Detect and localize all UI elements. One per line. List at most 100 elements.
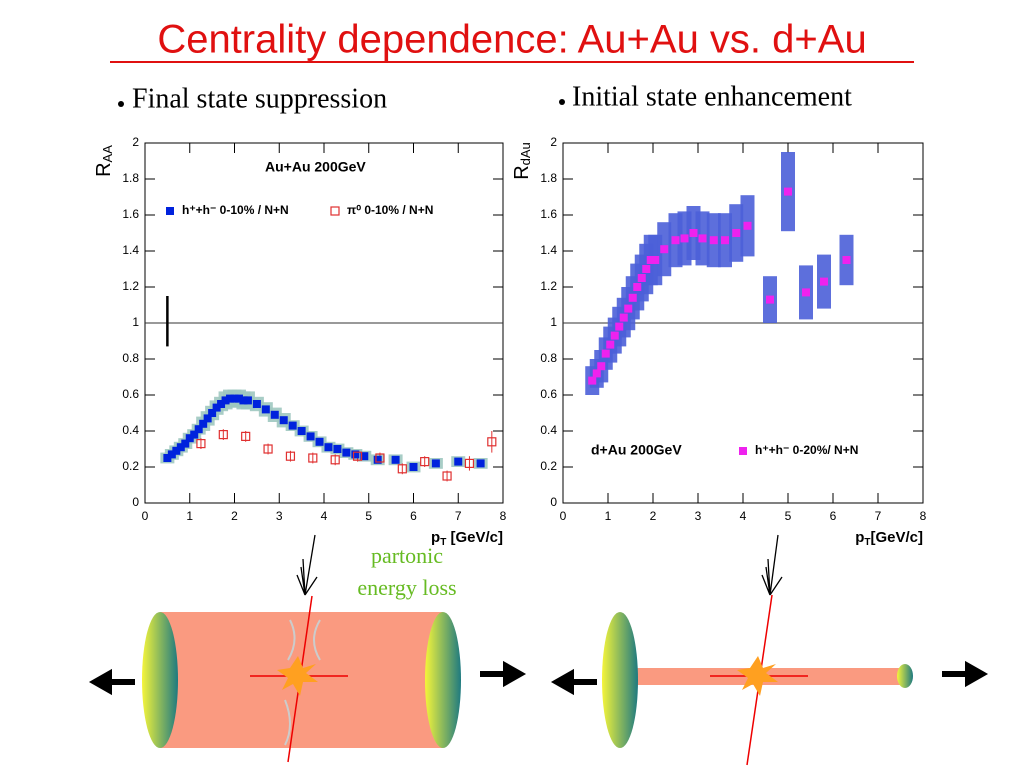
data-point <box>218 430 228 440</box>
data-point <box>698 234 707 243</box>
data-point <box>597 362 606 371</box>
annotation: energy loss <box>357 575 456 600</box>
data-point <box>261 405 270 414</box>
y-tick-label: 1.2 <box>122 279 139 293</box>
bullet <box>559 99 565 105</box>
data-point <box>766 295 774 304</box>
y-tick-label: 0 <box>550 495 557 509</box>
x-tick-label: 5 <box>785 509 792 523</box>
data-point <box>252 400 261 408</box>
data-point <box>181 439 190 448</box>
label-part: p <box>855 529 864 546</box>
data-point <box>203 414 212 423</box>
auau-diagram <box>88 534 527 763</box>
data-point <box>241 431 251 441</box>
data-point <box>196 439 206 449</box>
data-point <box>743 221 752 230</box>
data-point <box>306 432 315 441</box>
annotation: partonic <box>371 543 443 568</box>
data-point <box>324 443 333 452</box>
data-point <box>234 394 243 403</box>
data-point <box>588 376 597 385</box>
y-tick-label: 0.2 <box>540 459 557 473</box>
data-point <box>194 425 203 434</box>
data-point <box>185 434 194 443</box>
data-point <box>360 452 369 461</box>
data-point <box>802 288 810 297</box>
data-point <box>601 349 610 358</box>
y-tick-label: 1.2 <box>540 279 557 293</box>
x-tick-label: 4 <box>321 509 328 523</box>
data-point <box>487 437 497 447</box>
data-point <box>689 229 698 237</box>
data-point <box>221 396 230 405</box>
data-point <box>217 400 226 408</box>
data-point <box>610 331 619 340</box>
y-tick-label: 1.8 <box>122 171 139 185</box>
y-axis-label: RAA <box>93 145 115 177</box>
data-point <box>619 313 628 322</box>
data-point <box>176 443 185 452</box>
x-tick-label: 2 <box>650 509 657 523</box>
legend-marker <box>166 207 174 215</box>
y-tick-label: 0.8 <box>540 351 557 365</box>
data-point <box>671 236 680 245</box>
data-point <box>409 463 418 471</box>
data-point <box>420 457 430 467</box>
data-point <box>431 459 440 468</box>
y-tick-label: 1.4 <box>540 243 557 257</box>
x-tick-label: 7 <box>455 509 462 523</box>
data-point <box>476 459 485 468</box>
data-point <box>375 453 385 463</box>
data-point <box>442 471 452 481</box>
data-point <box>190 430 199 439</box>
data-point <box>464 458 475 468</box>
y-tick-label: 1.8 <box>540 171 557 185</box>
label-part: [GeV/c] <box>446 529 503 546</box>
x-tick-label: 1 <box>186 509 193 523</box>
x-tick-label: 8 <box>920 509 927 523</box>
data-point <box>820 277 828 286</box>
data-point <box>315 437 324 446</box>
data-point <box>454 457 463 466</box>
chart-title: d+Au 200GeV <box>591 442 682 458</box>
data-point <box>308 453 318 463</box>
data-point <box>199 419 208 428</box>
data-point <box>642 265 651 273</box>
data-point <box>397 464 407 474</box>
data-point <box>624 304 633 313</box>
x-tick-label: 6 <box>830 509 837 523</box>
data-point <box>342 448 351 457</box>
data-point <box>285 451 296 461</box>
data-point <box>628 293 637 302</box>
data-point <box>330 455 340 465</box>
y-tick-label: 0.2 <box>122 459 139 473</box>
data-point <box>333 445 342 453</box>
data-point <box>680 234 689 243</box>
data-point <box>842 256 851 264</box>
y-tick-label: 2 <box>550 135 557 149</box>
chart-title: Au+Au 200GeV <box>265 159 366 175</box>
y-tick-label: 0.8 <box>122 351 139 365</box>
label-part: R <box>93 162 115 176</box>
x-axis-label: pT[GeV/c] <box>855 529 923 548</box>
data-point <box>243 396 252 405</box>
legend-marker <box>739 447 747 455</box>
data-point <box>230 394 239 403</box>
data-point <box>709 236 718 245</box>
data-point <box>167 450 176 459</box>
slide-title: Centrality dependence: Au+Au vs. d+Au <box>157 18 866 62</box>
data-point <box>637 274 646 282</box>
y-tick-label: 1 <box>550 315 557 329</box>
data-point <box>592 369 601 378</box>
x-tick-label: 2 <box>231 509 238 523</box>
x-tick-label: 7 <box>875 509 882 523</box>
data-point <box>391 455 400 464</box>
bullet <box>118 101 124 107</box>
x-tick-label: 3 <box>695 509 702 523</box>
legend-label: h⁺+h⁻ 0-10% / N+N <box>182 203 289 217</box>
data-point <box>279 416 288 425</box>
y-tick-label: 1.6 <box>540 207 557 221</box>
